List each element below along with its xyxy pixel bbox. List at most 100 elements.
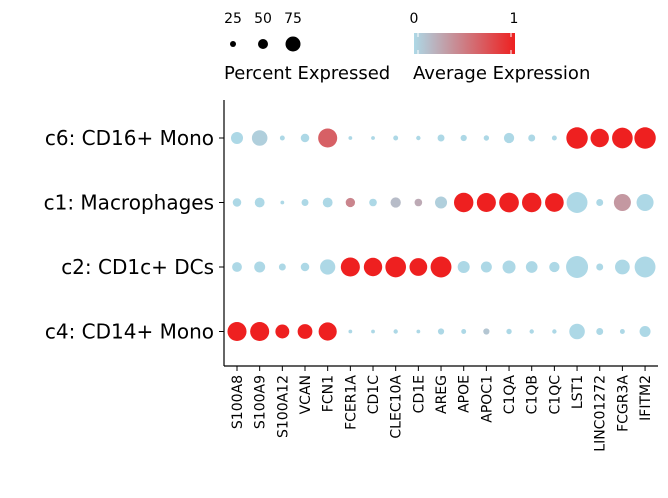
size-legend-dot-75 [285, 36, 301, 52]
dot-point [499, 192, 519, 213]
x-tick-label: C1QC [547, 375, 563, 415]
y-tick-label: c4: CD14+ Mono [45, 320, 214, 344]
dot-point [430, 256, 452, 278]
dot-point [278, 263, 286, 271]
x-tick-label: FCN1 [321, 375, 337, 412]
dot-point [596, 199, 604, 206]
dot-point [566, 127, 588, 149]
x-tick-label: APOC1 [479, 375, 495, 423]
x-tick-label: APOE [457, 375, 473, 413]
size-legend-label-75: 75 [284, 11, 302, 27]
dot-point [615, 259, 630, 275]
dot-point [318, 128, 338, 148]
x-tick-label: LST1 [570, 375, 586, 409]
dot-point [369, 198, 377, 207]
dot-point [280, 200, 285, 205]
x-tick-label: CD1C [366, 375, 382, 414]
dot-point [414, 198, 423, 207]
dot-point [409, 258, 428, 276]
dot-point [279, 135, 285, 141]
dot-point [227, 321, 247, 342]
x-tick-label: LINC01272 [593, 375, 609, 452]
x-tick-label: CD1E [411, 375, 427, 413]
dot-point [318, 322, 337, 341]
size-legend: 25 50 75 Percent Expressed [224, 11, 390, 84]
dot-point [483, 328, 490, 335]
size-legend-label-25: 25 [224, 11, 242, 27]
y-tick-label: c6: CD16+ Mono [45, 126, 214, 150]
dot-point [545, 193, 564, 212]
dot-point [297, 324, 313, 339]
dot-point [371, 329, 375, 334]
dot-point [453, 192, 474, 213]
dot-point [596, 263, 604, 271]
dot-point [503, 132, 515, 144]
dot-point [551, 135, 557, 141]
dot-point [232, 262, 242, 272]
x-tick-label: VCAN [298, 375, 314, 414]
dot-point [301, 199, 309, 206]
dot-point [371, 136, 375, 140]
dot-point [525, 261, 538, 273]
dot-point [300, 133, 310, 143]
color-legend-bar [414, 33, 515, 54]
dot-point [348, 329, 353, 334]
x-tick-label: C1QA [502, 375, 518, 415]
dot-point [483, 135, 490, 141]
dot-point [502, 260, 516, 274]
dot-point [634, 127, 656, 149]
dot-point [566, 256, 589, 278]
dot-point [345, 197, 356, 208]
dot-point [393, 135, 399, 141]
dot-point [300, 262, 310, 272]
dot-point [340, 257, 360, 277]
x-axis-ticks: S100A8 S100A9 S100A12 VCAN FCN1 FCER1A CD1C CLE… [230, 366, 654, 452]
dot-point [549, 261, 560, 273]
dot-point [393, 329, 398, 334]
size-legend-title: Percent Expressed [224, 63, 390, 84]
y-tick-label: c2: CD1c+ DCs [61, 255, 214, 279]
size-legend-dot-25 [230, 41, 236, 47]
dot-point [232, 198, 242, 207]
x-tick-label: S100A9 [253, 375, 269, 429]
dot-point [461, 329, 467, 334]
dot-point [390, 197, 401, 208]
size-legend-label-50: 50 [254, 11, 272, 27]
dot-point [569, 323, 585, 340]
dot-point [506, 328, 512, 335]
dot-point [566, 192, 588, 213]
dot-point [476, 192, 496, 213]
x-tick-label: FCER1A [343, 375, 359, 430]
dot-point [416, 329, 421, 334]
x-tick-label: S100A8 [230, 375, 246, 429]
dot-point [619, 329, 625, 334]
dot-point [275, 324, 290, 339]
dot-point [254, 197, 265, 208]
dot-point [612, 127, 633, 149]
dot-point [254, 261, 266, 273]
x-tick-label: CLEC10A [389, 375, 405, 439]
color-legend: 0 1 Average Expression [410, 11, 591, 84]
dot-point [636, 193, 654, 212]
dot-point [480, 261, 492, 273]
dot-point [613, 193, 631, 212]
dot-point [322, 197, 333, 208]
dot-layer [227, 127, 656, 342]
dot-point [522, 192, 542, 213]
color-legend-title: Average Expression [413, 63, 590, 84]
dot-point [590, 128, 609, 148]
dot-point [385, 256, 407, 278]
color-legend-label-min: 0 [410, 11, 419, 27]
dot-point [416, 135, 421, 141]
dot-point [435, 196, 448, 209]
dot-point [363, 257, 383, 277]
x-tick-label: IFITM2 [638, 375, 654, 421]
dot-point [320, 259, 336, 275]
dot-point [251, 130, 268, 146]
dot-point [437, 134, 445, 142]
dot-point [437, 328, 445, 335]
dot-point [639, 326, 651, 337]
x-tick-label: FCGR3A [615, 375, 631, 432]
y-tick-label: c1: Macrophages [44, 191, 214, 215]
